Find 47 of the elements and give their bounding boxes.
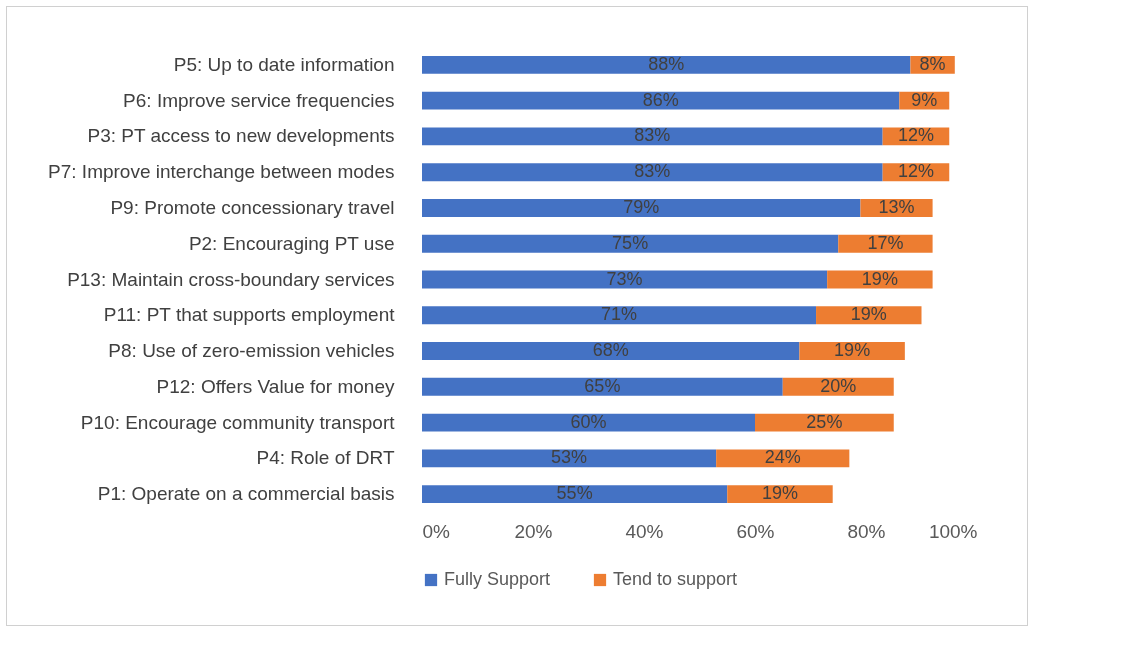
y-tick-label: P12: Offers Value for money <box>156 375 395 397</box>
y-tick-label: P2: Encouraging PT use <box>188 232 395 254</box>
data-label: 25% <box>806 411 843 432</box>
data-label: 19% <box>861 268 898 289</box>
data-label: 19% <box>850 304 887 325</box>
data-label: 60% <box>570 411 607 432</box>
data-label: 12% <box>897 125 934 146</box>
y-tick-label: P3: PT access to new developments <box>87 125 395 147</box>
x-tick-label: 40% <box>625 520 664 542</box>
data-label: 24% <box>764 447 801 468</box>
data-label: 9% <box>911 89 938 110</box>
data-label: 83% <box>634 161 671 182</box>
y-tick-label: P1: Operate on a commercial basis <box>97 483 395 505</box>
y-tick-label: P7: Improve interchange between modes <box>48 161 395 183</box>
y-tick-label: P8: Use of zero-emission vehicles <box>108 340 395 362</box>
data-label: 79% <box>623 196 660 217</box>
y-tick-label: P5: Up to date information <box>173 53 395 75</box>
y-tick-label: P9: Promote concessionary travel <box>110 196 395 218</box>
data-label: 75% <box>612 232 649 253</box>
y-tick-label: P4: Role of DRT <box>256 447 395 469</box>
data-label: 68% <box>592 340 629 361</box>
y-tick-label: P11: PT that supports employment <box>103 304 396 326</box>
data-label: 71% <box>601 304 638 325</box>
y-tick-label: P10: Encourage community transport <box>80 411 396 433</box>
x-tick-label: 80% <box>847 520 886 542</box>
legend-label: Tend to support <box>613 569 738 589</box>
data-label: 53% <box>551 447 588 468</box>
data-label: 13% <box>878 196 915 217</box>
data-label: 65% <box>584 375 621 396</box>
y-tick-label: P13: Maintain cross-boundary services <box>67 268 395 290</box>
data-label: 88% <box>648 53 685 74</box>
data-label: 12% <box>897 161 934 182</box>
x-tick-label: 60% <box>736 520 775 542</box>
x-tick-label: 0% <box>422 520 451 542</box>
data-label: 86% <box>642 89 679 110</box>
data-label: 83% <box>634 125 671 146</box>
legend-label: Fully Support <box>444 569 551 589</box>
x-tick-label: 20% <box>514 520 553 542</box>
data-label: 19% <box>834 340 871 361</box>
data-label: 20% <box>820 375 857 396</box>
y-tick-label: P6: Improve service frequencies <box>123 89 395 111</box>
data-label: 55% <box>556 483 593 504</box>
data-label: 17% <box>867 232 904 253</box>
x-tick-label: 100% <box>928 520 978 542</box>
data-label: 19% <box>761 483 798 504</box>
data-label: 8% <box>919 53 946 74</box>
data-label: 73% <box>606 268 643 289</box>
